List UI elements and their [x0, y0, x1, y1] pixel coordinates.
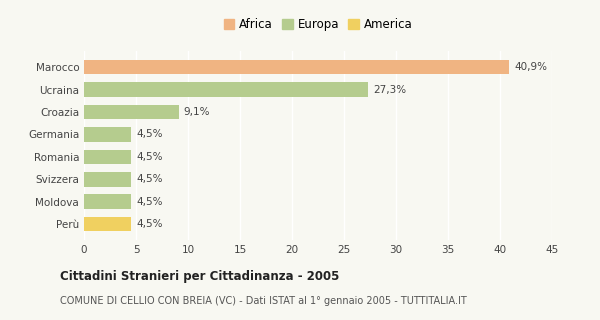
Bar	[84, 172, 131, 187]
Bar	[84, 60, 509, 74]
Text: 9,1%: 9,1%	[184, 107, 211, 117]
Text: COMUNE DI CELLIO CON BREIA (VC) - Dati ISTAT al 1° gennaio 2005 - TUTTITALIA.IT: COMUNE DI CELLIO CON BREIA (VC) - Dati I…	[60, 296, 467, 306]
Bar	[84, 105, 179, 119]
Bar	[84, 217, 131, 231]
Text: 4,5%: 4,5%	[136, 129, 163, 140]
Legend: Africa, Europa, America: Africa, Europa, America	[221, 16, 415, 33]
Text: 4,5%: 4,5%	[136, 174, 163, 184]
Bar	[84, 149, 131, 164]
Bar	[84, 82, 368, 97]
Text: 27,3%: 27,3%	[373, 84, 406, 94]
Text: 40,9%: 40,9%	[515, 62, 548, 72]
Text: 4,5%: 4,5%	[136, 197, 163, 207]
Bar	[84, 194, 131, 209]
Text: Cittadini Stranieri per Cittadinanza - 2005: Cittadini Stranieri per Cittadinanza - 2…	[60, 270, 340, 284]
Bar	[84, 127, 131, 142]
Text: 4,5%: 4,5%	[136, 152, 163, 162]
Text: 4,5%: 4,5%	[136, 219, 163, 229]
